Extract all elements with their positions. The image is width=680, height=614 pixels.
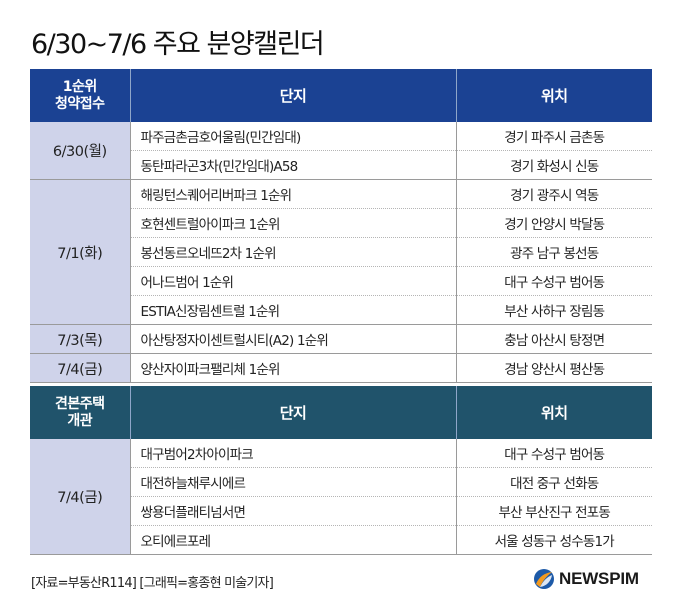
complex-name-cell: 해링턴스퀘어리버파크 1순위 [130,179,457,209]
table-body: 7/4(금) 대구범어2차아이파크 대구 수성구 범어동 대전하늘채루시에르 대전 중구… [30,439,652,555]
table-row: 호현센트럴아이파크 1순위 경기 안양시 박달동 [30,208,652,238]
complex-name-cell: 대전하늘채루시에르 [130,467,457,497]
header-location: 위치 [455,69,652,122]
location-cell: 부산 사하구 장림동 [456,295,652,325]
location-cell: 대전 중구 선화동 [456,467,652,497]
complex-name-cell: 오티에르포레 [130,525,457,555]
header-date-line-1: 1순위 [62,78,98,95]
table-row: 오티에르포레 서울 성동구 성수동1가 [30,525,652,555]
table-row: 7/1(화) 해링턴스퀘어리버파크 1순위 경기 광주시 역동 [30,179,652,325]
complex-name-cell: 호현센트럴아이파크 1순위 [130,208,457,238]
date-cell: 7/4(금) [30,439,131,555]
location-cell: 경남 양산시 평산동 [456,353,652,383]
table-body: 6/30(월) 파주금촌금호어울림(민간임대) 경기 파주시 금촌동 동탄파라곤3차(… [30,122,652,383]
complex-name-cell: 양산자이파크팰리체 1순위 [130,353,457,383]
table-row: 쌍용더플래티넘서면 부산 부산진구 전포동 [30,496,652,526]
header-date-line-2: 개관 [67,412,93,429]
complex-name-cell: 어나드범어 1순위 [130,266,457,296]
location-cell: 부산 부산진구 전포동 [456,496,652,526]
location-cell: 충남 아산시 탕정면 [456,324,652,354]
complex-name-cell: 봉선동르오네뜨2차 1순위 [130,237,457,267]
complex-name-cell: 동탄파라곤3차(민간임대)A58 [130,150,457,180]
header-complex: 단지 [129,386,456,439]
location-cell: 대구 수성구 범어동 [456,439,652,468]
newspim-logo: NEWSPIM [533,567,639,591]
header-date-line-2: 청약접수 [54,95,105,112]
header-complex: 단지 [129,69,456,122]
complex-name-cell: 파주금촌금호어울림(민간임대) [130,122,457,151]
table-row: 동탄파라곤3차(민간임대)A58 경기 화성시 신동 [30,150,652,180]
subscription-table: 1순위 청약접수 단지 위치 6/30(월) 파주금촌금호어울림(민간임대) 경기 파… [30,69,652,383]
complex-name-cell: 대구범어2차아이파크 [130,439,457,468]
complex-name-cell: ESTIA신장림센트럴 1순위 [130,295,457,325]
header-date-line-1: 견본주택 [54,395,105,412]
table-row: 7/4(금) 대구범어2차아이파크 대구 수성구 범어동 [30,439,652,555]
page-title: 6/30~7/6 주요 분양캘린더 [31,29,325,60]
table-row: 7/3(목) 아산탕정자이센트럴시티(A2) 1순위 충남 아산시 탕정면 [30,324,652,354]
model-house-table: 견본주택 개관 단지 위치 7/4(금) 대구범어2차아이파크 대구 수성구 범어동 대… [30,386,652,555]
table-row: ESTIA신장림센트럴 1순위 부산 사하구 장림동 [30,295,652,325]
date-cell: 7/4(금) [30,353,131,383]
header-date: 견본주택 개관 [30,386,130,439]
location-cell: 경기 광주시 역동 [456,179,652,209]
header-date: 1순위 청약접수 [30,69,130,122]
table-row: 봉선동르오네뜨2차 1순위 광주 남구 봉선동 [30,237,652,267]
location-cell: 경기 안양시 박달동 [456,208,652,238]
location-cell: 대구 수성구 범어동 [456,266,652,296]
date-cell: 7/1(화) [30,179,131,325]
location-cell: 서울 성동구 성수동1가 [456,525,652,555]
table-row: 대전하늘채루시에르 대전 중구 선화동 [30,467,652,497]
date-cell: 7/3(목) [30,324,131,354]
complex-name-cell: 아산탕정자이센트럴시티(A2) 1순위 [130,324,457,354]
complex-name-cell: 쌍용더플래티넘서면 [130,496,457,526]
logo-icon [534,569,554,589]
table-row: 어나드범어 1순위 대구 수성구 범어동 [30,266,652,296]
table-row: 6/30(월) 파주금촌금호어울림(민간임대) 경기 파주시 금촌동 [30,122,652,180]
location-cell: 경기 화성시 신동 [456,150,652,180]
header-location: 위치 [455,386,652,439]
table-header-row: 견본주택 개관 단지 위치 [30,386,652,439]
location-cell: 경기 파주시 금촌동 [456,122,652,151]
table-row: 7/4(금) 양산자이파크팰리체 1순위 경남 양산시 평산동 [30,353,652,383]
source-credit: [자료=부동산R114] [그래픽=홍종현 미술기자] [31,576,274,591]
location-cell: 광주 남구 봉선동 [456,237,652,267]
date-cell: 6/30(월) [30,122,131,180]
table-header-row: 1순위 청약접수 단지 위치 [30,69,652,122]
logo-text: NEWSPIM [559,569,639,588]
